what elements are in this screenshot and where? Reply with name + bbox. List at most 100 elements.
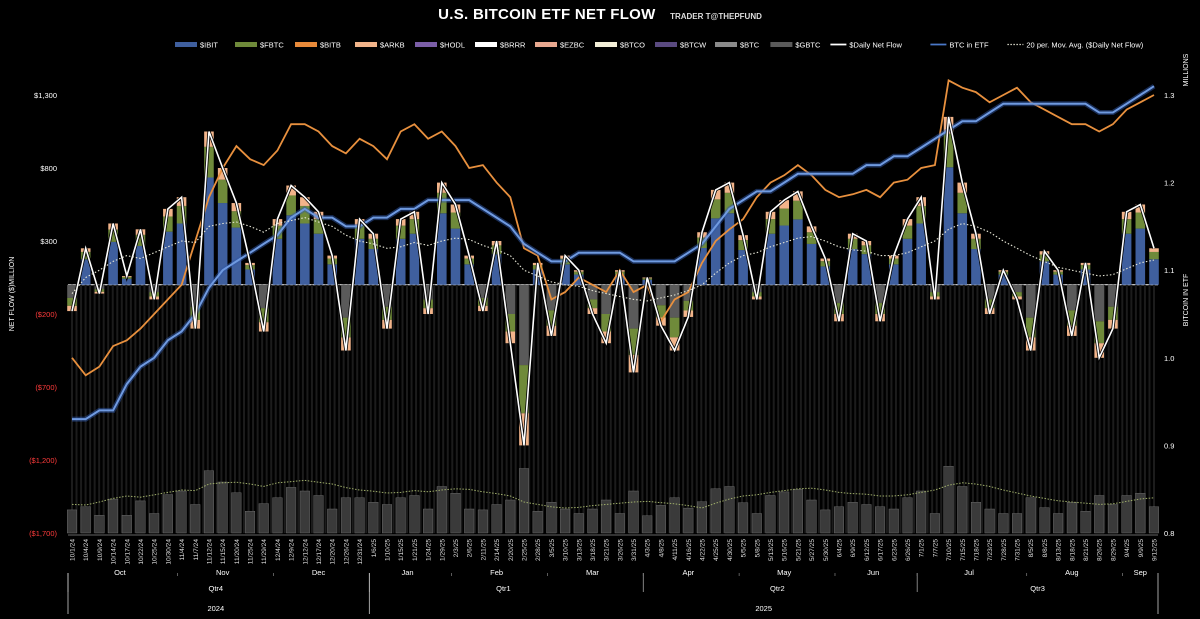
bar-ibit [724,213,735,285]
volume-bar [1025,497,1036,534]
bar-fbtc [683,300,694,311]
volume-bar [258,503,269,534]
bar-gbtc [1108,284,1118,307]
x-tick-label: 10/9/24 [97,539,104,561]
bar-fbtc [313,219,324,234]
volume-bar [697,501,708,534]
volume-bar [450,493,461,534]
bar-ibit [300,223,310,285]
bar-ibit [779,225,789,285]
x-tick-label: 4/11/25 [672,539,679,561]
volume-bar [409,495,420,534]
bar-gbtc [149,284,159,293]
volume-bar [669,497,680,534]
bar-fbtc [231,211,242,228]
x-tick-label: 2/25/25 [521,539,528,561]
month-label: Oct [114,568,127,577]
x-tick-label: 7/15/25 [960,539,967,561]
bar-fbtc [669,317,680,338]
volume-bar [340,497,351,534]
volume-bar [998,513,1009,534]
bar-fbtc [1108,306,1118,320]
volume-bar [67,509,77,534]
bar-fbtc [834,303,844,314]
x-tick-label: 3/13/25 [576,539,583,561]
volume-bar [518,468,529,534]
bar-fbtc [875,303,885,314]
bar-fbtc [478,297,488,306]
bar-fbtc [724,192,735,214]
legend-label-11: $Daily Net Flow [849,41,902,50]
quarter-label: Qtr1 [496,584,511,593]
volume-bar [299,490,310,534]
x-tick-label: 4/16/25 [686,539,693,561]
volume-bar [395,497,406,534]
bar-fbtc [341,317,351,338]
volume-bar [245,511,256,534]
volume-bars [67,466,1159,534]
bar-ibit [491,254,502,285]
y-tick-label: $1,300 [34,91,57,100]
bar-gbtc [1094,284,1105,322]
bar-ibit [806,243,817,285]
bar-fbtc [1012,292,1022,297]
bar-ibit [204,177,214,285]
volume-bar [505,499,516,534]
volume-bar [94,515,105,534]
x-tick-label: 8/26/25 [1097,539,1104,561]
bar-fbtc [67,297,77,306]
volume-bar [313,495,324,534]
bar-gbtc [258,284,269,309]
x-tick-label: 10/25/24 [152,539,159,565]
bar-ibit [1149,259,1159,285]
volume-bar [217,481,228,534]
bar-fbtc [628,328,639,355]
y2-tick-label: 1.0 [1164,354,1174,363]
x-tick-label: 6/9/25 [850,539,857,558]
legend-label-12: BTC in ETF [949,41,989,50]
volume-bar [231,492,242,534]
x-tick-label: 2/14/25 [494,539,501,561]
legend-label-5: $BRRR [500,41,526,50]
bar-ibit [108,241,118,285]
bar-gbtc [519,284,529,366]
x-tick-label: 7/1/25 [919,539,926,558]
bar-gbtc [341,284,351,318]
bar-fbtc [519,365,529,414]
legend-swatch-0 [175,42,197,47]
x-tick-label: 8/29/25 [1110,539,1117,561]
volume-bar [108,498,119,534]
bar-arkb [1149,248,1159,252]
bar-gbtc [423,284,433,300]
bar-gbtc [601,284,611,314]
x-tick-label: 11/20/24 [234,539,241,565]
x-tick-label: 8/8/25 [1042,539,1049,558]
month-label: Jan [402,568,414,577]
month-label: Dec [312,568,326,577]
bar-gbtc [1012,284,1022,293]
legend-label-10: $GBTC [795,41,821,50]
y2-axis-label: BITCOIN IN ETF [1183,274,1190,327]
volume-bar [436,486,447,534]
legend-swatch-6 [535,42,557,47]
volume-bar [368,502,379,534]
x-tick-label: 8/21/25 [1083,539,1090,561]
volume-bar [683,507,694,534]
x-tick-label: 2/11/25 [480,539,487,561]
chart-subtitle: TRADER T@THEPFUND [670,12,762,21]
bar-fbtc [163,216,173,232]
volume-bar [1107,504,1118,534]
bar-ibit [272,238,283,285]
volume-bar [833,506,844,534]
bar-fbtc [135,234,146,246]
x-tick-label: 6/17/25 [878,539,885,561]
bar-ibit [437,213,447,285]
bar-fbtc [1135,212,1146,229]
x-tick-label: 7/7/25 [932,539,939,558]
x-tick-label: 11/4/24 [179,539,186,561]
bar-ibit [1135,228,1146,285]
volume-bar [628,490,639,534]
volume-bar [779,491,790,534]
month-label: Jul [964,568,974,577]
legend-swatch-1 [235,42,257,47]
